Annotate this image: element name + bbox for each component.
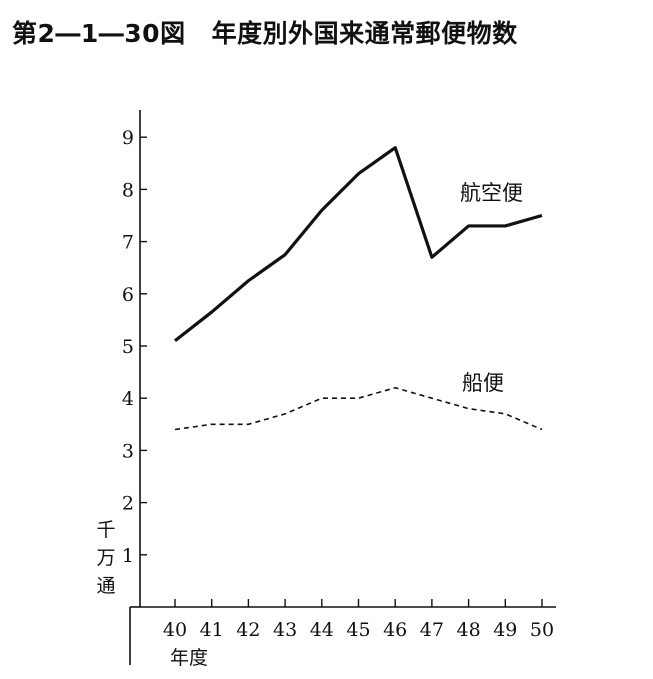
chart-axes xyxy=(129,110,556,665)
y-tick-label: 1 xyxy=(122,545,134,567)
y-tick-label: 4 xyxy=(122,388,134,410)
y-tick-label: 6 xyxy=(122,284,134,306)
x-tick-label: 41 xyxy=(200,619,224,641)
x-tick-label: 46 xyxy=(383,619,407,641)
y-tick-label: 3 xyxy=(122,440,134,462)
y-axis-label: 千万通 xyxy=(96,519,115,597)
x-axis-ticks: 40 41 42 43 44 45 46 47 48 49 50 xyxy=(163,599,554,641)
x-tick-label: 45 xyxy=(346,619,370,641)
series-line-surface-mail xyxy=(174,386,543,431)
y-axis-ticks: 1 2 3 4 5 6 7 8 9 xyxy=(122,127,147,567)
series-label-airmail: 航空便 xyxy=(460,181,523,205)
y-tick-label: 7 xyxy=(122,232,134,254)
figure-name: 年度別外国来通常郵便物数 xyxy=(211,19,518,48)
x-tick-label: 49 xyxy=(493,619,517,641)
x-tick-label: 48 xyxy=(457,619,481,641)
x-tick-label: 47 xyxy=(420,619,444,641)
x-tick-label: 40 xyxy=(163,619,187,641)
y-tick-label: 8 xyxy=(122,179,134,201)
x-axis-label: 年度 xyxy=(170,647,208,669)
x-tick-label: 42 xyxy=(236,619,260,641)
x-tick-label: 50 xyxy=(530,619,554,641)
figure-title: 第2―1―30図 年度別外国来通常郵便物数 xyxy=(12,14,518,50)
series-line-airmail xyxy=(174,146,543,343)
y-tick-label: 2 xyxy=(122,493,134,515)
x-tick-label: 44 xyxy=(310,619,334,641)
series-lines xyxy=(174,146,543,431)
series-label-surface-mail: 船便 xyxy=(462,371,504,395)
x-tick-label: 43 xyxy=(273,619,297,641)
y-tick-label: 5 xyxy=(122,336,134,358)
figure-number: 第2―1―30図 xyxy=(12,19,186,48)
y-tick-label: 9 xyxy=(122,127,134,149)
